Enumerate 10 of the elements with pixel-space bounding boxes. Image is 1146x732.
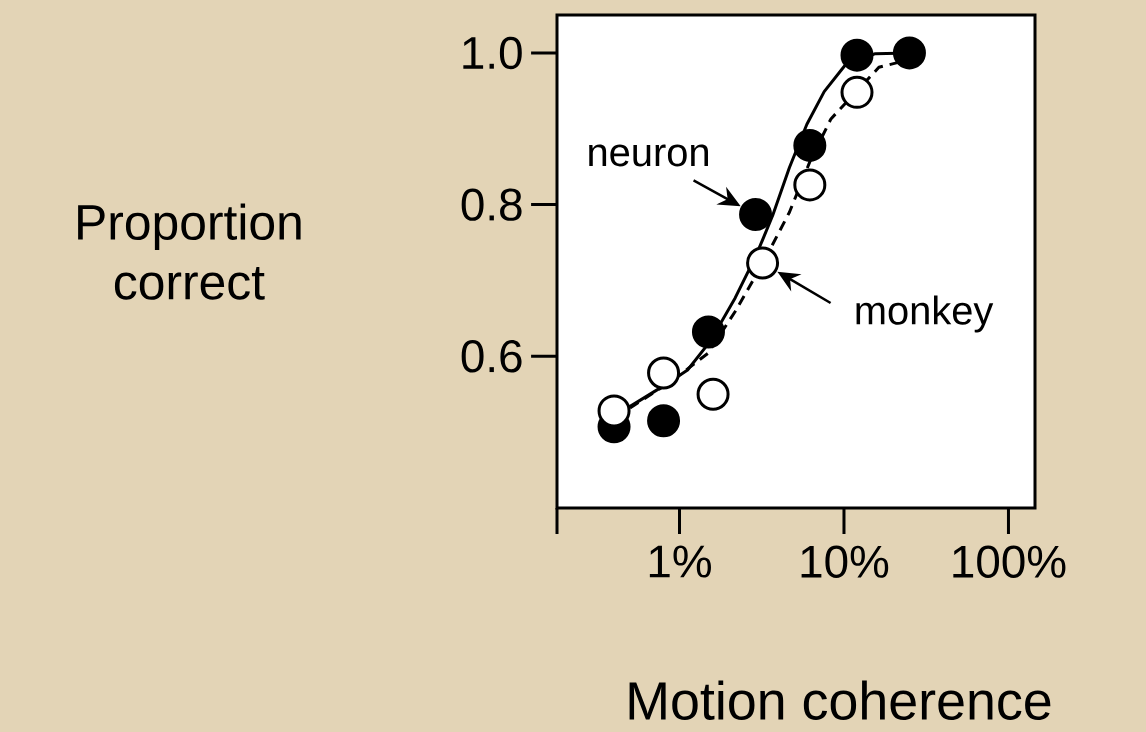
y-tick-label: 0.8 (461, 188, 522, 221)
annotation: monkey (856, 295, 994, 333)
x-tick-label: 1% (649, 545, 711, 578)
x-tick-label: 100% (953, 545, 1066, 578)
y-tick-label: 1.0 (463, 36, 522, 70)
annotation: neuron (589, 144, 708, 167)
x-tick-label: 10% (801, 545, 889, 578)
y-axis-title: Proportion correct (78, 203, 301, 300)
x-axis-title: Motion coherence (629, 680, 1051, 721)
y-tick-label: 0.6 (461, 340, 522, 373)
